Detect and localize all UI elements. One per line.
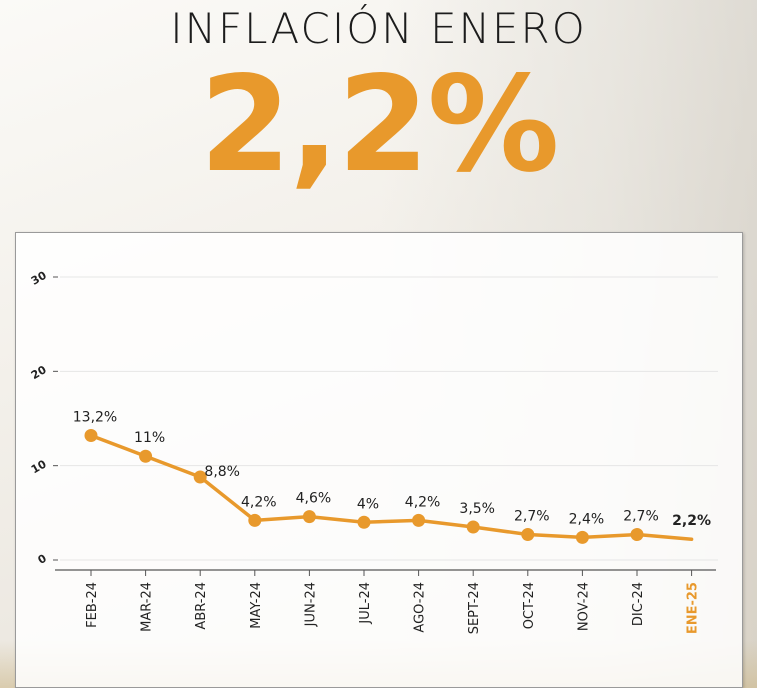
data-label: 2,7% xyxy=(623,509,659,525)
data-label: 4,2% xyxy=(241,494,277,510)
x-tick-label: JUN-24 xyxy=(303,582,318,627)
headline-value: 2,2% xyxy=(199,48,559,202)
data-point xyxy=(193,470,207,484)
data-point xyxy=(84,428,98,442)
x-tick-label: ENE-25 xyxy=(686,582,701,634)
chart-panel xyxy=(15,232,743,688)
y-tick-label: 0 xyxy=(36,552,49,567)
x-tick-label: JUL-24 xyxy=(358,582,373,625)
data-label: 4,6% xyxy=(296,491,332,507)
data-point xyxy=(139,449,153,463)
x-tick-label: MAR-24 xyxy=(140,582,155,632)
data-point xyxy=(630,528,644,542)
data-point xyxy=(466,520,480,534)
series-line xyxy=(89,433,694,541)
data-point xyxy=(357,515,371,529)
y-tick-label: 10 xyxy=(29,457,49,476)
data-label: 4% xyxy=(357,496,379,512)
y-tick-label: 30 xyxy=(29,269,49,288)
data-point xyxy=(521,528,535,542)
x-tick-label: OCT-24 xyxy=(522,582,537,629)
data-label: 8,8% xyxy=(204,464,240,480)
x-tick-label: NOV-24 xyxy=(576,582,591,631)
x-tick-label: AGO-24 xyxy=(413,582,428,633)
data-point xyxy=(302,510,316,524)
x-tick-label: FEB-24 xyxy=(85,582,100,628)
x-tick-label: MAY-24 xyxy=(249,582,264,629)
x-tick-label: DIC-24 xyxy=(631,582,646,626)
data-label: 11% xyxy=(134,430,165,446)
data-label: 4,2% xyxy=(405,494,441,510)
data-point xyxy=(412,513,426,527)
data-point xyxy=(248,513,262,527)
y-tick-label: 20 xyxy=(29,363,49,382)
data-label: 2,2% xyxy=(672,513,711,529)
data-label: 2,7% xyxy=(514,509,550,525)
data-label: 2,4% xyxy=(569,511,605,527)
data-label: 3,5% xyxy=(459,501,495,517)
data-point xyxy=(575,530,589,544)
x-tick-label: ABR-24 xyxy=(194,582,209,630)
data-label: 13,2% xyxy=(73,409,117,425)
page-title: INFLACIÓN ENERO xyxy=(170,4,587,53)
x-tick-label: SEPT-24 xyxy=(467,582,482,634)
